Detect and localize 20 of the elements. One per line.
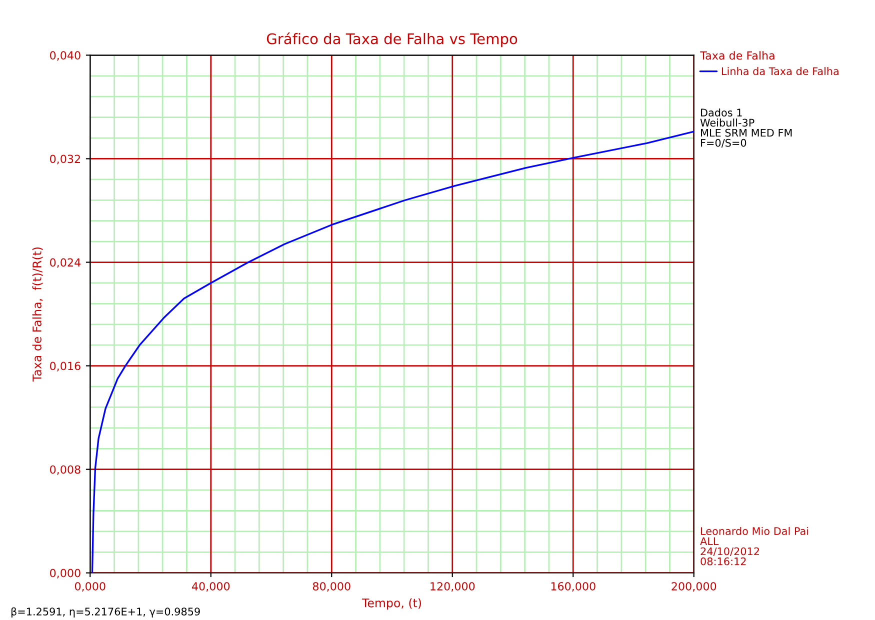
x-tick-label: 0,000: [74, 582, 106, 592]
legend-label: Linha da Taxa de Falha: [722, 67, 838, 76]
x-tick-label: 80,000: [312, 582, 350, 592]
y-tick-label: 0,000: [50, 568, 80, 578]
text: Dados 1 Weibull-3P MLE SRM MED FM F=0/S=0: [700, 108, 792, 148]
y-tick-label: 0,024: [50, 258, 80, 268]
x-tick-label: 160,000: [551, 582, 596, 592]
y-axis-title: Taxa de Falha, f(t)/R(t): [32, 247, 43, 382]
x-axis-title: Tempo, (t): [362, 598, 421, 610]
x-tick-label: 120,000: [430, 582, 475, 592]
text: Leonardo Mio Dal Pai ALL 24/10/2012 08:16:12: [700, 526, 808, 566]
y-tick-label: 0,008: [50, 465, 80, 475]
x-tick-label: 40,000: [192, 582, 230, 592]
chart-title: Gráfico da Taxa de Falha vs Tempo: [266, 32, 518, 48]
text: β=1.2591, η=5.2176E+1, γ=0.9859: [11, 607, 200, 618]
x-tick-label: 200,000: [672, 582, 716, 592]
legend-title: Taxa de Falha: [700, 51, 774, 60]
y-tick-label: 0,040: [50, 51, 80, 61]
y-tick-label: 0,032: [50, 154, 80, 164]
y-tick-label: 0,016: [50, 362, 80, 372]
